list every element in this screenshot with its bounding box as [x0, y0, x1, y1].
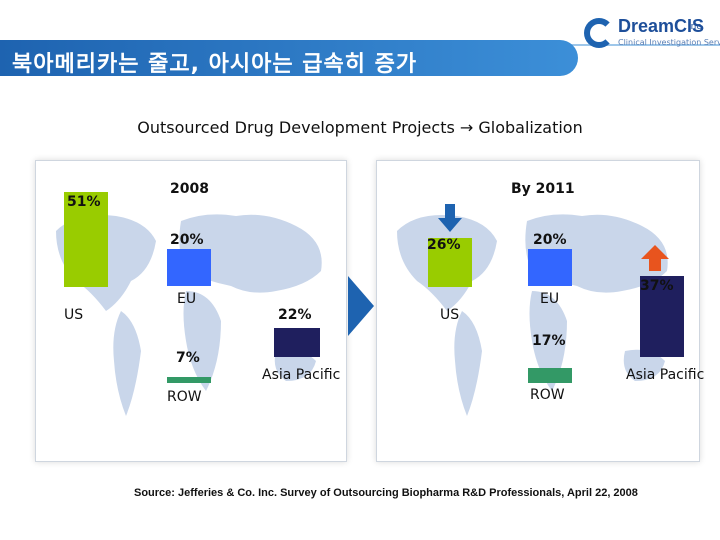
value-label-2008-row: 7% — [176, 350, 200, 366]
category-label-2008-asia-pacific: Asia Pacific — [262, 367, 341, 383]
bar-2011-eu — [528, 248, 572, 286]
source-note: Source: Jefferies & Co. Inc. Survey of O… — [134, 487, 638, 499]
category-label-2008-eu: EU — [177, 291, 197, 307]
logo-name: DreamCIS — [618, 16, 705, 36]
bar-2008-asia-pacific — [274, 328, 320, 357]
value-label-2011-row: 17% — [532, 333, 566, 349]
value-label-2008-asia-pacific: 22% — [278, 307, 312, 323]
panel-2008-title: 2008 — [170, 181, 209, 197]
category-label-2011-us: US — [440, 307, 460, 323]
bar-2011-row — [528, 367, 572, 383]
category-label-2008-row: ROW — [167, 389, 202, 405]
logo-inc: Inc. — [688, 22, 705, 32]
category-label-2011-eu: EU — [540, 291, 560, 307]
slide-title: 북아메리카는 줄고, 아시아는 급속히 증가 — [12, 52, 418, 77]
bar-2008-us — [64, 192, 108, 287]
transition-arrow-icon — [348, 276, 374, 336]
bar-2011-us — [428, 237, 472, 287]
decrease-arrow-icon — [438, 204, 462, 232]
title-bar: 북아메리카는 줄고, 아시아는 급속히 증가 — [0, 40, 578, 77]
bar-2008-row — [167, 376, 211, 383]
value-label-2011-asia-pacific: 37% — [640, 278, 674, 294]
value-label-2011-eu: 20% — [533, 232, 567, 248]
chart-subtitle: Outsourced Drug Development Projects → G… — [137, 118, 583, 137]
category-label-2011-row: ROW — [530, 387, 565, 403]
category-label-2008-us: US — [64, 307, 84, 323]
value-label-2008-us: 51% — [67, 194, 101, 210]
bar-2011-asia-pacific — [640, 275, 684, 357]
increase-arrow-icon — [641, 245, 669, 271]
bar-2008-eu — [167, 248, 211, 286]
panel-2011-title: By 2011 — [511, 181, 575, 197]
logo-mark-icon — [584, 18, 614, 48]
dreamcis-logo: DreamCIS Inc. Clinical Investigation Ser… — [578, 14, 720, 54]
value-label-2008-eu: 20% — [170, 232, 204, 248]
value-label-2011-us: 26% — [427, 237, 461, 253]
logo-subtitle: Clinical Investigation Services — [618, 38, 720, 47]
category-label-2011-asia-pacific: Asia Pacific — [626, 367, 705, 383]
